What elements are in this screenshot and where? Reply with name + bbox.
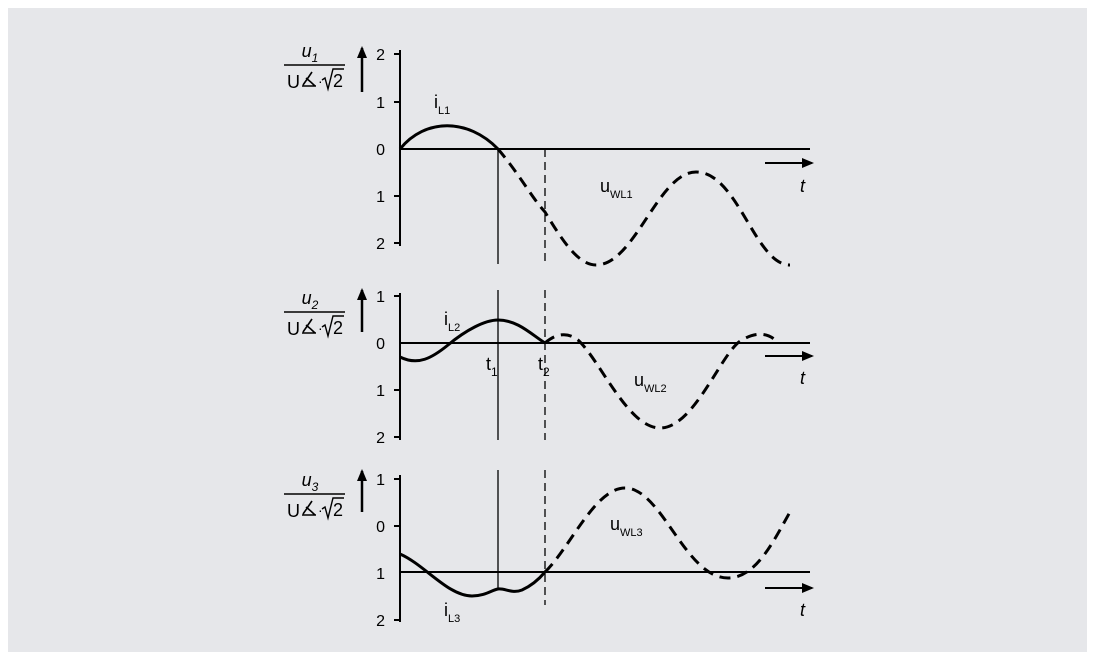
- panel-2-solid-curve: [399, 318, 546, 363]
- svg-text:U: U: [287, 72, 300, 92]
- svg-text:2: 2: [333, 500, 343, 520]
- tick-label: 2: [376, 430, 385, 447]
- panel-2-t-label: t: [800, 368, 806, 388]
- panel-1-y-label: u1 U · 2: [284, 41, 345, 92]
- panel-1: u1 U · 2 2 1 0 1 2 t iL1 uWL1: [284, 41, 814, 267]
- panel-2-solid-label: iL2: [444, 309, 460, 334]
- svg-text:·: ·: [318, 502, 323, 518]
- svg-text:·: ·: [318, 320, 323, 336]
- svg-text:2: 2: [333, 318, 343, 338]
- time-marker-t1: t1: [486, 354, 498, 379]
- tick-label: 2: [376, 236, 385, 253]
- panel-3-dashed-label: uWL3: [610, 514, 643, 539]
- panel-1-dashed-label: uWL1: [600, 176, 633, 201]
- tick-label: 1: [376, 289, 385, 306]
- star-symbol-icon: [302, 318, 316, 334]
- panel-1-solid-label: iL1: [434, 92, 450, 117]
- svg-text:2: 2: [333, 71, 343, 91]
- sqrt-sign-icon: [321, 68, 344, 92]
- tick-label: 2: [376, 47, 385, 64]
- svg-text:u3: u3: [302, 470, 319, 494]
- tick-label: 0: [376, 519, 385, 536]
- tick-label: 1: [376, 472, 385, 489]
- tick-label: 0: [376, 336, 385, 353]
- tick-label: 1: [376, 189, 385, 206]
- tick-label: 0: [376, 142, 385, 159]
- background-panel: [8, 8, 1087, 652]
- sqrt-sign-icon: [321, 497, 344, 521]
- svg-text:u1: u1: [302, 41, 319, 65]
- tick-label: 1: [376, 383, 385, 400]
- panel-1-dashed-curve: [496, 148, 791, 267]
- panel-2-dashed-label: uWL2: [634, 370, 667, 395]
- tick-label: 1: [376, 566, 385, 583]
- time-marker-t2: t2: [538, 354, 550, 379]
- panel-2: u2 U · 2 1 0 1 2 t iL2 uWL2 t1 t2: [284, 288, 814, 447]
- panel-1-t-label: t: [800, 176, 806, 196]
- panel-3-solid-label: iL3: [444, 600, 460, 625]
- svg-text:U: U: [287, 501, 300, 521]
- panel-1-solid-curve: [398, 124, 500, 151]
- panel-2-y-label: u2 U · 2: [284, 288, 345, 339]
- panel-3-t-label: t: [800, 600, 806, 620]
- panel-3-y-label: u3 U · 2: [284, 470, 345, 521]
- tick-label: 1: [376, 95, 385, 112]
- panel-3: u3 U · 2 1 0 1 2 t iL3 uWL3: [284, 469, 814, 630]
- star-symbol-icon: [302, 71, 316, 87]
- tick-label: 2: [376, 613, 385, 630]
- svg-text:u2: u2: [302, 288, 319, 312]
- svg-text:U: U: [287, 319, 300, 339]
- svg-text:·: ·: [318, 73, 323, 89]
- star-symbol-icon: [302, 500, 316, 516]
- panel-3-dashed-curve: [543, 486, 792, 580]
- panel-2-dashed-curve: [544, 332, 780, 430]
- sqrt-sign-icon: [321, 315, 344, 339]
